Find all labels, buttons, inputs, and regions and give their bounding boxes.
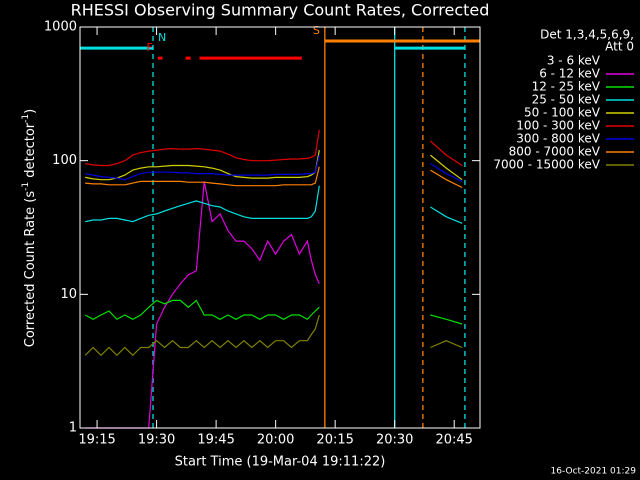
y-tick-label: 1000 (44, 20, 77, 35)
footer: 16-Oct-2021 01:29 (551, 467, 637, 477)
plot-frame (79, 26, 481, 429)
series-line (85, 166, 463, 189)
y-label-part: ) (23, 109, 38, 114)
y-tick-label: 100 (52, 153, 77, 168)
chart-title: RHESSI Observing Summary Count Rates, Co… (71, 1, 490, 20)
y-tick-label: 1 (69, 421, 77, 436)
series-line (85, 185, 463, 224)
legend-label: 3 - 6 keV (547, 54, 601, 68)
y-label-part: -1 (21, 114, 31, 123)
y-axis-label: Corrected Count Rate (s-1 detector-1) (21, 109, 38, 347)
legend-label: 50 - 100 keV (524, 106, 601, 120)
x-tick-label: 20:00 (257, 433, 294, 448)
x-tick-label: 20:15 (316, 433, 353, 448)
series-line (156, 173, 320, 357)
legend-label: 800 - 7000 keV (509, 145, 601, 159)
legend-label: 100 - 300 keV (516, 119, 600, 133)
x-tick-label: 20:45 (435, 433, 472, 448)
x-tick-label: 19:45 (197, 433, 234, 448)
legend-header: Att 0 (605, 40, 634, 54)
series-line (85, 149, 463, 181)
series-line (85, 129, 463, 167)
y-label-part: Corrected Count Rate (s (23, 191, 38, 348)
series-line (84, 314, 463, 357)
legend-label: 12 - 25 keV (532, 80, 601, 94)
legend-label: 6 - 12 keV (539, 67, 601, 81)
legend-label: 7000 - 15000 keV (493, 158, 600, 172)
x-tick-label: 19:15 (78, 433, 115, 448)
y-label-part: detector (23, 122, 38, 182)
x-axis-label: Start Time (19-Mar-04 19:11:22) (175, 455, 386, 470)
legend-header: Det 1,3,4,5,6,9, (540, 28, 634, 42)
y-label-part: -1 (21, 182, 31, 191)
series-line (85, 154, 463, 182)
flag-label: S (313, 24, 320, 37)
series-line (84, 299, 463, 325)
legend-label: 300 - 800 keV (516, 132, 600, 146)
x-tick-label: 19:30 (138, 433, 175, 448)
legend-label: 25 - 50 keV (532, 93, 601, 107)
flag-label: N (158, 31, 166, 44)
y-tick-label: 10 (60, 287, 77, 302)
x-tick-label: 20:30 (376, 433, 413, 448)
flag-label: F (146, 41, 152, 54)
